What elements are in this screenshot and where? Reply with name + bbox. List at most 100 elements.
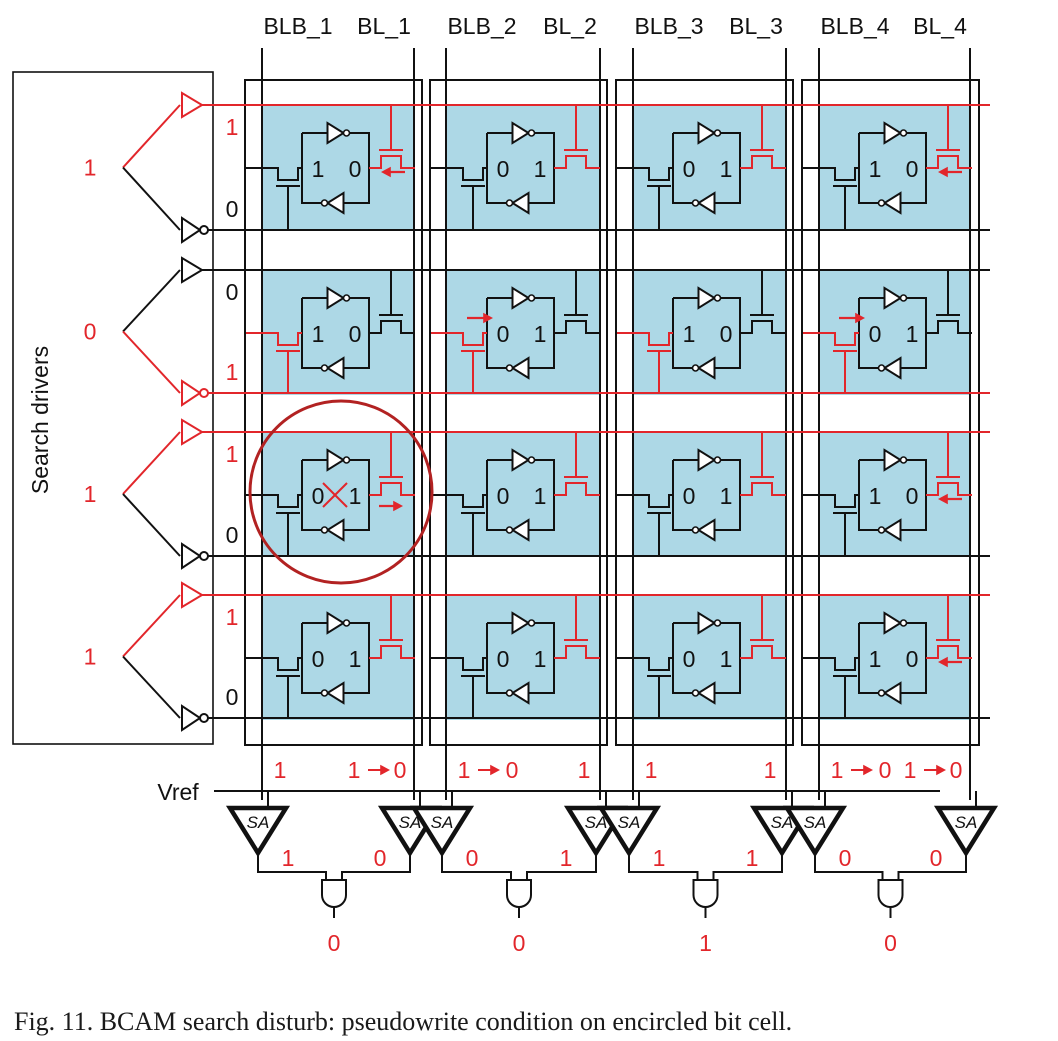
- search-drivers-label: Search drivers: [27, 346, 53, 494]
- search-line-value: 1: [226, 114, 239, 140]
- search-bit-label: 0: [84, 319, 97, 345]
- inverter-icon: [697, 611, 717, 635]
- match-output-value: 0: [328, 930, 341, 956]
- search-buffer-icon: [181, 418, 204, 446]
- inverter-icon: [511, 121, 531, 145]
- search-bit-label: 1: [84, 644, 97, 670]
- column-box: [244, 79, 423, 746]
- access-transistor-left: [803, 657, 859, 671]
- stored-bit-qb: 0: [720, 321, 733, 347]
- and-input-wire: [257, 870, 327, 880]
- bitline-label: BL_3: [729, 13, 783, 39]
- bitline-label: BL_1: [357, 13, 411, 39]
- inverter-bubble-icon: [691, 526, 700, 534]
- sense-amp-label: SA: [771, 813, 794, 832]
- sense-amp-icon: [225, 805, 291, 858]
- bitline-bar-label: BLB_4: [820, 13, 889, 39]
- access-transistor-left: [803, 167, 859, 181]
- inverter-bubble-icon: [199, 388, 209, 398]
- access-transistor-right: [369, 155, 415, 169]
- stored-bit-qb: 1: [720, 483, 733, 509]
- stored-bit-q: 0: [683, 156, 696, 182]
- and-gate-icon: [692, 879, 719, 908]
- match-output-value: 0: [884, 930, 897, 956]
- access-transistor-left: [246, 167, 302, 181]
- access-transistor-left: [617, 657, 673, 671]
- driver-fan-line: [122, 493, 181, 557]
- search-line-value: 1: [226, 441, 239, 467]
- access-transistor-left: [246, 332, 302, 346]
- access-transistor-right: [369, 645, 415, 659]
- inverter-bubble-icon: [342, 129, 351, 137]
- current-arrow-head: [938, 656, 948, 668]
- current-arrow-head: [381, 166, 391, 178]
- transition-arrow-head: [936, 764, 946, 776]
- access-transistor-left: [617, 167, 673, 181]
- access-transistor-right: [554, 155, 600, 169]
- access-transistor-right: [926, 320, 972, 334]
- match-output-value: 1: [699, 930, 712, 956]
- inverter-icon: [882, 518, 902, 542]
- bitline-bar-label: BLB_2: [447, 13, 516, 39]
- inverter-bubble-icon: [505, 199, 514, 207]
- access-transistor-right: [926, 482, 972, 496]
- stored-bit-q: 1: [312, 156, 325, 182]
- stored-bit-qb: 1: [906, 321, 919, 347]
- access-transistor-right: [926, 645, 972, 659]
- sense-amp-label: SA: [618, 813, 641, 832]
- driver-fan-line: [122, 269, 181, 333]
- transition-arrow-head: [863, 764, 873, 776]
- transition-arrow-head: [380, 764, 390, 776]
- bitline-bar-label: BLB_1: [263, 13, 332, 39]
- driver-fan-line: [122, 104, 181, 169]
- inverter-icon: [325, 356, 345, 380]
- inverter-icon: [510, 191, 530, 215]
- bitline-label: BL_2: [543, 13, 597, 39]
- and-input-wire: [814, 870, 884, 880]
- and-input-wire: [712, 870, 783, 880]
- and-input-wire: [526, 870, 597, 880]
- inverter-bubble-icon: [342, 294, 351, 302]
- search-buffer-icon: [181, 581, 204, 609]
- sa-output-value: 0: [930, 845, 943, 871]
- inverter-icon: [696, 356, 716, 380]
- search-inverter-icon: [181, 379, 202, 407]
- inverter-bubble-icon: [199, 225, 209, 235]
- stored-bit-qb: 1: [720, 646, 733, 672]
- current-arrow-head: [393, 500, 403, 512]
- inverter-bubble-icon: [691, 689, 700, 697]
- sa-output-value: 0: [466, 845, 479, 871]
- and-gate-icon: [506, 879, 532, 908]
- stored-bit-qb: 1: [349, 646, 362, 672]
- stored-bit-q: 1: [312, 321, 325, 347]
- disturb-cross-mark: [322, 482, 348, 508]
- sense-amp-icon: [409, 805, 475, 858]
- stored-bit-q: 0: [312, 483, 325, 509]
- access-transistor-right: [554, 320, 600, 334]
- inverter-icon: [882, 356, 902, 380]
- driver-fan-line: [122, 594, 181, 658]
- sa-output-value: 1: [282, 845, 295, 871]
- inverter-icon: [326, 286, 346, 310]
- inverter-bubble-icon: [713, 129, 722, 137]
- search-bit-label: 1: [84, 155, 97, 181]
- search-line-value: 1: [226, 604, 239, 630]
- sense-amp-label: SA: [431, 813, 454, 832]
- inverter-icon: [696, 681, 716, 705]
- search-bit-label: 1: [84, 481, 97, 507]
- inverter-bubble-icon: [527, 456, 536, 464]
- sense-amp: SA 1: [596, 791, 665, 871]
- stored-bit-q: 0: [869, 321, 882, 347]
- transition-arrow-head: [490, 764, 500, 776]
- stored-bit-q: 1: [869, 646, 882, 672]
- search-buffer-icon: [181, 256, 204, 284]
- stored-bit-qb: 1: [534, 646, 547, 672]
- bitline-bar-new-value: 0: [506, 757, 519, 783]
- inverter-icon: [510, 518, 530, 542]
